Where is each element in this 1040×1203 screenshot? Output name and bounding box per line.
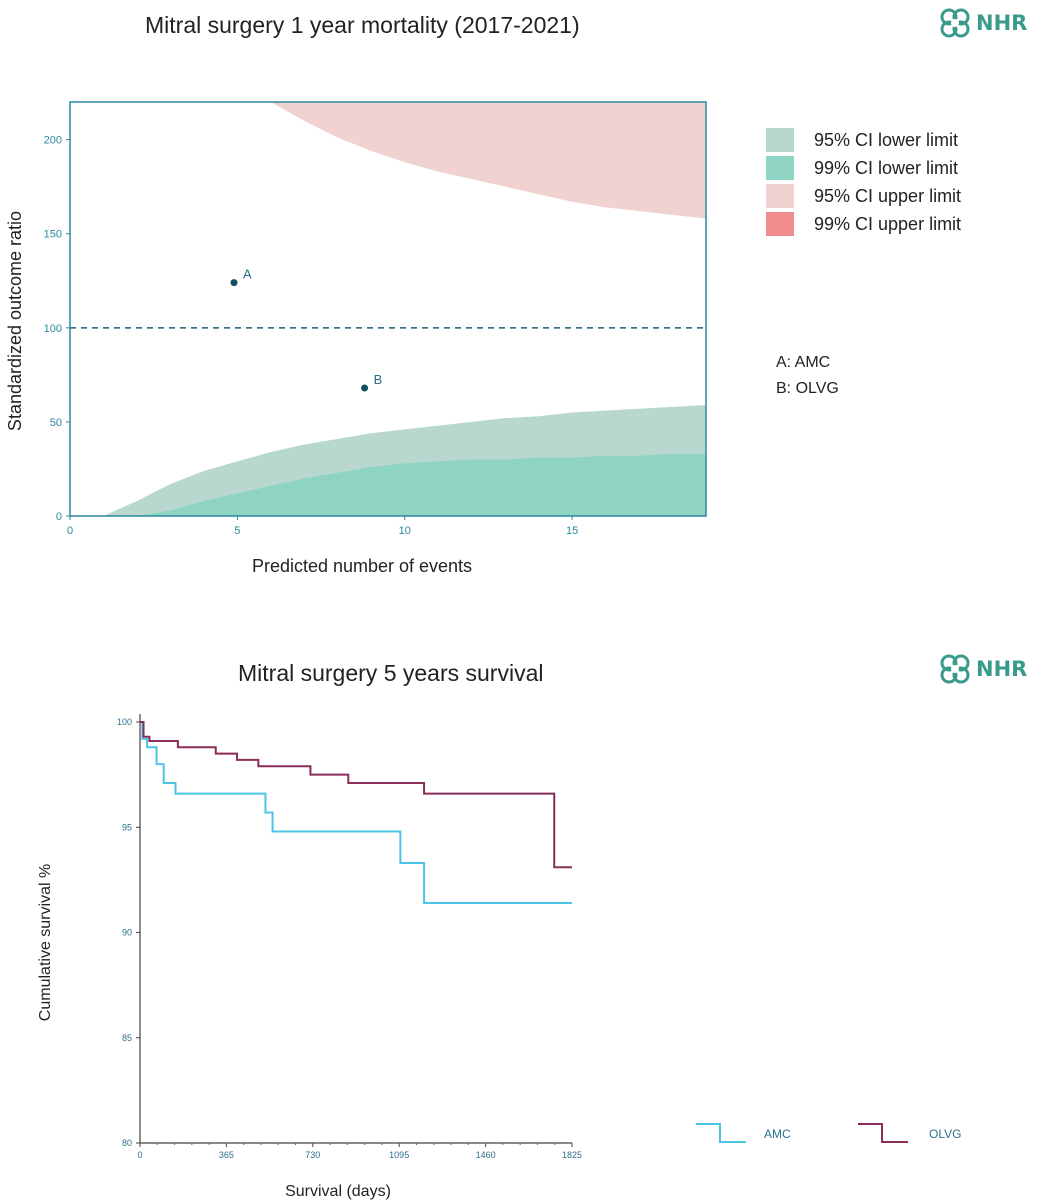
x-tick-label: 10 [399,525,411,537]
x-axis-label: Predicted number of events [252,556,472,576]
y-tick-label: 150 [44,229,62,241]
x-tick-label: 1095 [389,1150,409,1160]
nhr-logo-icon [940,654,970,684]
legend-swatch-95-lower [766,128,794,152]
site-key-b: B: OLVG [776,380,839,397]
x-tick-label: 1460 [476,1150,496,1160]
legend-item-99-lower: 99% CI lower limit [766,154,961,182]
x-tick-label: 1825 [562,1150,582,1160]
data-point-label-b: B [374,372,383,387]
y-tick-label: 95 [122,822,132,832]
y-axis-label: Cumulative survival % [37,864,54,1021]
nhr-logo-text: NHR [976,11,1028,35]
x-tick-label: 5 [234,525,240,537]
x-axis-label: Survival (days) [285,1183,391,1200]
data-point-a [230,279,238,287]
legend-swatch-95-upper [766,184,794,208]
y-tick-label: 100 [117,717,132,727]
data-point-b [361,384,369,392]
nhr-logo-bottom: NHR [938,652,1027,686]
data-point-label-a: A [243,267,252,282]
y-tick-label: 0 [56,511,62,523]
y-tick-label: 50 [50,417,62,429]
legend-swatch-99-lower [766,156,794,180]
nhr-logo-top: NHR [938,6,1027,40]
y-tick-label: 85 [122,1033,132,1043]
legend-line-amc [696,1123,746,1143]
band-95-upper [270,102,706,219]
plot-border [69,101,707,517]
legend-swatch-99-upper [766,212,794,236]
legend-item-95-upper: 95% CI upper limit [766,182,961,210]
legend-item-99-upper: 99% CI upper limit [766,210,961,238]
x-tick-label: 730 [305,1150,320,1160]
site-key-a: A: AMC [776,354,831,371]
legend-label-olvg: OLVG [929,1127,961,1141]
legend-label-99-upper: 99% CI upper limit [814,213,962,234]
legend-label-95-upper: 95% CI upper limit [814,185,962,206]
survival-chart-title: Mitral surgery 5 years survival [238,660,544,686]
x-tick-label: 15 [566,525,578,537]
y-tick-label: 100 [44,323,62,335]
funnel-legend: 95% CI lower limit 99% CI lower limit 95… [766,126,961,238]
survival-chart: 0 365 730 1095 1460 1825 80 85 90 95 100 AMC OLVG Sur… [37,714,961,1200]
x-tick-label: 365 [219,1150,234,1160]
nhr-logo-text: NHR [976,657,1028,681]
legend-label-99-lower: 99% CI lower limit [814,157,959,178]
survival-line-amc [140,721,572,905]
nhr-logo-icon [940,8,970,38]
legend-line-olvg [858,1123,908,1143]
survival-line-olvg [140,721,572,869]
x-tick-label: 0 [67,525,73,537]
y-tick-label: 200 [44,135,62,147]
y-axis-label: Standardized outcome ratio [5,211,25,431]
legend-label-95-lower: 95% CI lower limit [814,129,959,150]
x-tick-label: 0 [137,1150,142,1160]
funnel-chart-title: Mitral surgery 1 year mortality (2017-20… [145,12,580,38]
legend-item-95-lower: 95% CI lower limit [766,126,961,154]
band-99-lower [136,453,706,516]
legend-label-amc: AMC [764,1127,791,1141]
y-tick-label: 90 [122,928,132,938]
y-tick-label: 80 [122,1138,132,1148]
site-key: A: AMC B: OLVG [776,350,839,402]
